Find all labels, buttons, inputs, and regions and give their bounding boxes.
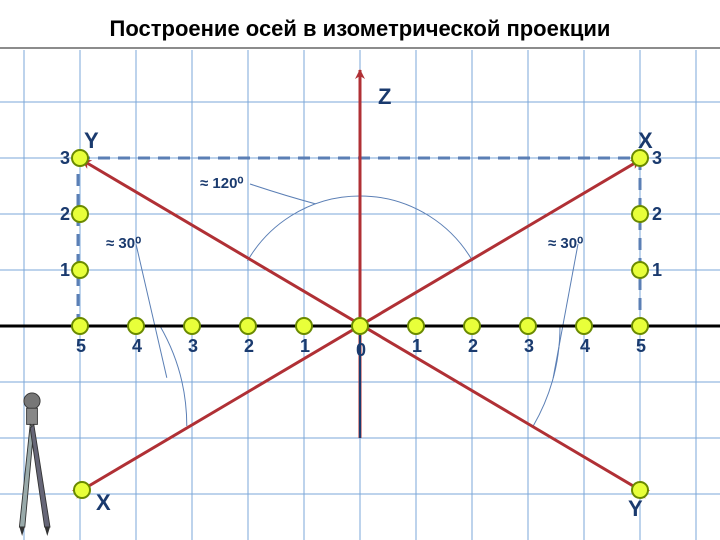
svg-text:Y: Y: [84, 128, 99, 153]
svg-text:1: 1: [300, 336, 310, 356]
svg-text:Построение осей в изометрическ: Построение осей в изометрической проекци…: [110, 16, 611, 41]
svg-text:Y: Y: [628, 496, 643, 521]
svg-text:2: 2: [468, 336, 478, 356]
svg-text:2: 2: [652, 204, 662, 224]
svg-text:2: 2: [60, 204, 70, 224]
svg-text:3: 3: [188, 336, 198, 356]
svg-text:1: 1: [60, 260, 70, 280]
svg-text:0: 0: [356, 340, 366, 360]
svg-text:1: 1: [412, 336, 422, 356]
svg-text:X: X: [96, 490, 111, 515]
svg-text:1: 1: [652, 260, 662, 280]
svg-text:≈ 30⁰: ≈ 30⁰: [548, 235, 583, 252]
svg-text:Z: Z: [378, 84, 391, 109]
svg-text:5: 5: [636, 336, 646, 356]
svg-text:5: 5: [76, 336, 86, 356]
svg-text:2: 2: [244, 336, 254, 356]
svg-text:3: 3: [524, 336, 534, 356]
svg-text:≈ 120⁰: ≈ 120⁰: [200, 175, 243, 192]
svg-text:4: 4: [132, 336, 142, 356]
svg-text:≈ 30⁰: ≈ 30⁰: [106, 235, 141, 252]
svg-text:4: 4: [580, 336, 590, 356]
svg-text:3: 3: [60, 148, 70, 168]
svg-text:3: 3: [652, 148, 662, 168]
